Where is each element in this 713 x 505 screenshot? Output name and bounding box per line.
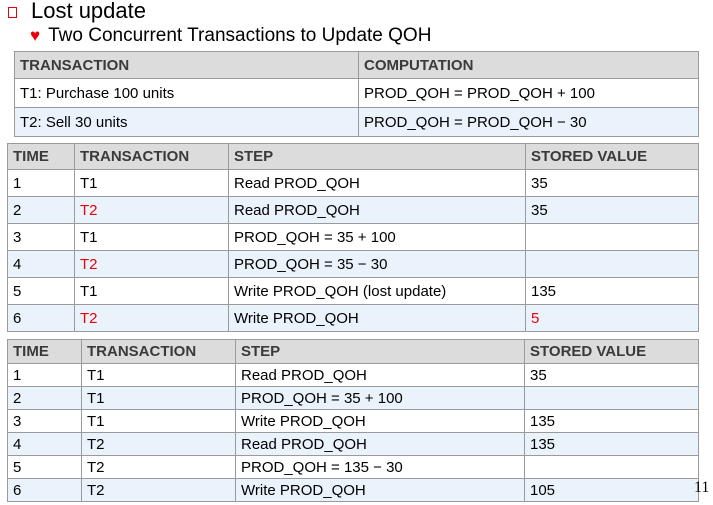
table-cell: Read PROD_QOH bbox=[228, 196, 526, 224]
table-cell: T2: Sell 30 units bbox=[14, 107, 359, 137]
table-cell: 2 bbox=[7, 386, 82, 410]
table-cell bbox=[525, 250, 699, 278]
table-header-row: TIME TRANSACTION STEP STORED VALUE bbox=[7, 143, 699, 170]
table-row: 5 T2 PROD_QOH = 135 − 30 bbox=[7, 455, 699, 479]
table-row: 4 T2 PROD_QOH = 35 − 30 bbox=[7, 250, 699, 278]
table-cell: PROD_QOH = PROD_QOH + 100 bbox=[358, 78, 699, 108]
table-cell: PROD_QOH = 135 − 30 bbox=[235, 455, 525, 479]
table-cell: T2 bbox=[81, 455, 236, 479]
table-cell: T2 bbox=[74, 304, 229, 332]
table-row: 4 T2 Read PROD_QOH 135 bbox=[7, 432, 699, 456]
table-cell: T1 bbox=[74, 169, 229, 197]
table-cell: 4 bbox=[7, 432, 82, 456]
table-cell: 1 bbox=[7, 363, 82, 387]
table-cell: T1 bbox=[81, 409, 236, 433]
column-header: TRANSACTION bbox=[81, 339, 236, 364]
table-cell: Write PROD_QOH bbox=[228, 304, 526, 332]
table-cell: T2 bbox=[81, 478, 236, 502]
table-cell: 5 bbox=[525, 304, 699, 332]
column-header: STEP bbox=[228, 143, 526, 170]
table-cell: 35 bbox=[525, 169, 699, 197]
column-header: TRANSACTION bbox=[14, 51, 359, 79]
table-cell: Read PROD_QOH bbox=[235, 363, 525, 387]
table-header-row: TIME TRANSACTION STEP STORED VALUE bbox=[7, 339, 699, 364]
column-header: STORED VALUE bbox=[525, 143, 699, 170]
column-header: STORED VALUE bbox=[524, 339, 699, 364]
table-cell: T2 bbox=[81, 432, 236, 456]
table-cell: T1: Purchase 100 units bbox=[14, 78, 359, 108]
table-cell: PROD_QOH = PROD_QOH − 30 bbox=[358, 107, 699, 137]
serial-sequence-table: TIME TRANSACTION STEP STORED VALUE 1 T1 … bbox=[7, 339, 699, 502]
table-cell: 135 bbox=[525, 277, 699, 305]
table-cell: Write PROD_QOH bbox=[235, 478, 525, 502]
table-cell: Write PROD_QOH (lost update) bbox=[228, 277, 526, 305]
table-cell: Read PROD_QOH bbox=[235, 432, 525, 456]
square-bullet-icon bbox=[8, 6, 17, 18]
table-cell: T1 bbox=[74, 277, 229, 305]
table-cell: 3 bbox=[7, 223, 75, 251]
table-cell: T1 bbox=[74, 223, 229, 251]
table-cell: PROD_QOH = 35 + 100 bbox=[235, 386, 525, 410]
heart-bullet-icon: ♥ bbox=[30, 26, 41, 45]
table-cell: T1 bbox=[81, 363, 236, 387]
slide-subheading: ♥ Two Concurrent Transactions to Update … bbox=[30, 24, 431, 48]
table-row: 2 T1 PROD_QOH = 35 + 100 bbox=[7, 386, 699, 410]
slide-heading: Lost update bbox=[8, 0, 146, 24]
table-cell: PROD_QOH = 35 + 100 bbox=[228, 223, 526, 251]
table-row: 3 T1 Write PROD_QOH 135 bbox=[7, 409, 699, 433]
table-row: 2 T2 Read PROD_QOH 35 bbox=[7, 196, 699, 224]
table-cell: 5 bbox=[7, 277, 75, 305]
table-cell: 35 bbox=[524, 363, 699, 387]
table-cell: T2 bbox=[74, 250, 229, 278]
table-cell bbox=[525, 223, 699, 251]
table-cell: T2 bbox=[74, 196, 229, 224]
table-cell: 105 bbox=[524, 478, 699, 502]
table-cell: 135 bbox=[524, 432, 699, 456]
table-cell: 6 bbox=[7, 304, 75, 332]
page-number: 11 bbox=[694, 479, 710, 496]
table-cell: 5 bbox=[7, 455, 82, 479]
column-header: TIME bbox=[7, 143, 75, 170]
table-row: 5 T1 Write PROD_QOH (lost update) 135 bbox=[7, 277, 699, 305]
table-row: 6 T2 Write PROD_QOH 105 bbox=[7, 478, 699, 502]
subheading-text: Two Concurrent Transactions to Update QO… bbox=[48, 25, 432, 46]
table-row: T2: Sell 30 units PROD_QOH = PROD_QOH − … bbox=[14, 107, 699, 137]
table-row: T1: Purchase 100 units PROD_QOH = PROD_Q… bbox=[14, 78, 699, 108]
table-cell: 1 bbox=[7, 169, 75, 197]
column-header: STEP bbox=[235, 339, 525, 364]
table-row: 1 T1 Read PROD_QOH 35 bbox=[7, 169, 699, 197]
table-header-row: TRANSACTION COMPUTATION bbox=[14, 51, 699, 79]
table-row: 1 T1 Read PROD_QOH 35 bbox=[7, 363, 699, 387]
column-header: COMPUTATION bbox=[358, 51, 699, 79]
column-header: TRANSACTION bbox=[74, 143, 229, 170]
table-cell bbox=[524, 455, 699, 479]
column-header: TIME bbox=[7, 339, 82, 364]
table-cell: T1 bbox=[81, 386, 236, 410]
heading-text: Lost update bbox=[31, 0, 146, 23]
table-cell: 135 bbox=[524, 409, 699, 433]
table-cell: 3 bbox=[7, 409, 82, 433]
table-cell bbox=[524, 386, 699, 410]
transactions-table: TRANSACTION COMPUTATION T1: Purchase 100… bbox=[14, 51, 699, 137]
table-cell: 2 bbox=[7, 196, 75, 224]
table-cell: Write PROD_QOH bbox=[235, 409, 525, 433]
lost-update-sequence-table: TIME TRANSACTION STEP STORED VALUE 1 T1 … bbox=[7, 143, 699, 332]
table-cell: 6 bbox=[7, 478, 82, 502]
table-cell: 4 bbox=[7, 250, 75, 278]
table-cell: Read PROD_QOH bbox=[228, 169, 526, 197]
table-cell: PROD_QOH = 35 − 30 bbox=[228, 250, 526, 278]
table-row: 6 T2 Write PROD_QOH 5 bbox=[7, 304, 699, 332]
table-cell: 35 bbox=[525, 196, 699, 224]
table-row: 3 T1 PROD_QOH = 35 + 100 bbox=[7, 223, 699, 251]
